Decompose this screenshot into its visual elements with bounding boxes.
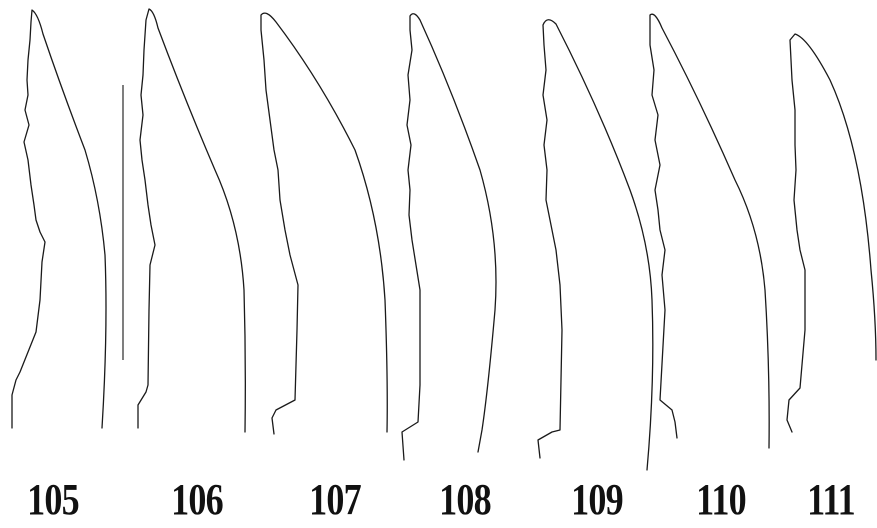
figure-label-109: 109 — [571, 475, 623, 524]
figure-label-111: 111 — [807, 475, 856, 524]
figure-label-106: 106 — [171, 475, 223, 524]
figure-label-107: 107 — [309, 475, 361, 524]
figure-label-105: 105 — [27, 475, 79, 524]
outline-figure-107 — [260, 12, 388, 435]
outline-figure-111 — [786, 33, 877, 433]
outline-figure-106 — [137, 8, 246, 433]
outline-figure-109 — [537, 19, 654, 471]
figure-label-108: 108 — [439, 475, 491, 524]
figure-label-110: 110 — [696, 475, 746, 524]
outline-figure-105 — [11, 9, 107, 429]
outline-figure-110 — [649, 13, 770, 449]
outline-figure-108 — [401, 13, 497, 461]
